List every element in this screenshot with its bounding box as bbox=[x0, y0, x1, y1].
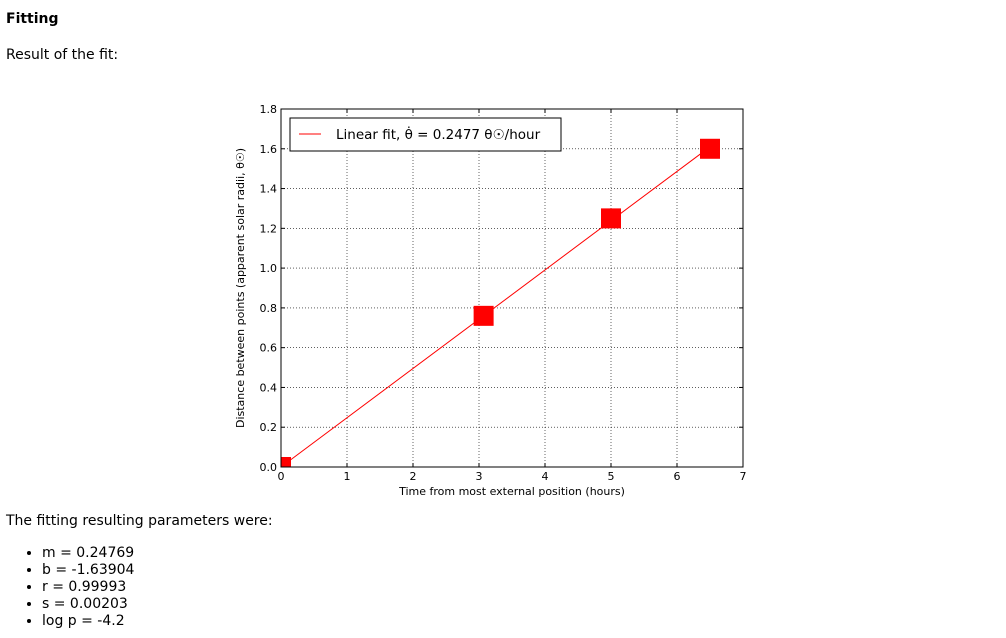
fit-line-group bbox=[280, 146, 711, 468]
x-tick-label: 0 bbox=[278, 470, 285, 483]
param-r: r = 0.99993 bbox=[42, 579, 134, 596]
chart-legend: Linear fit, θ̇ = 0.2477 θ☉/hour bbox=[289, 117, 562, 152]
legend-box bbox=[289, 117, 562, 152]
y-tick-label: 1.4 bbox=[260, 183, 278, 196]
x-tick-label: 4 bbox=[542, 470, 549, 483]
data-point bbox=[473, 305, 494, 326]
fit-line bbox=[280, 146, 711, 468]
params-list: m = 0.24769 b = -1.63904 r = 0.99993 s =… bbox=[24, 545, 134, 630]
section-heading: Fitting bbox=[6, 11, 59, 27]
data-point bbox=[281, 457, 291, 467]
x-tick-label: 2 bbox=[410, 470, 417, 483]
fit-intro-text: Result of the fit: bbox=[6, 47, 119, 63]
data-point bbox=[601, 208, 621, 229]
y-ticks: 0.0 0.2 0.4 0.6 0.8 1.0 1.2 1.4 1.6 1.8 bbox=[260, 103, 743, 474]
y-tick-label: 0.6 bbox=[260, 342, 278, 355]
y-tick-label: 1.6 bbox=[260, 143, 278, 156]
x-axis-label: Time from most external position (hours) bbox=[398, 485, 625, 498]
y-tick-label: 1.8 bbox=[260, 103, 278, 116]
x-ticks: 0 1 2 3 4 5 6 7 bbox=[278, 109, 747, 483]
x-tick-label: 6 bbox=[674, 470, 681, 483]
x-tick-label: 7 bbox=[740, 470, 747, 483]
plot-frame bbox=[280, 108, 744, 468]
data-point bbox=[700, 138, 720, 159]
param-s: s = 0.00203 bbox=[42, 596, 134, 613]
param-log-p: log p = -4.2 bbox=[42, 613, 134, 630]
data-points bbox=[281, 138, 720, 467]
y-tick-label: 1.0 bbox=[260, 262, 278, 275]
y-tick-label: 0.0 bbox=[260, 461, 278, 474]
params-title: The fitting resulting parameters were: bbox=[6, 513, 273, 529]
y-tick-label: 0.4 bbox=[260, 381, 278, 394]
chart-grid bbox=[281, 109, 743, 467]
x-tick-label: 5 bbox=[608, 470, 615, 483]
x-tick-label: 3 bbox=[476, 470, 483, 483]
y-tick-label: 0.8 bbox=[260, 302, 278, 315]
y-tick-label: 0.2 bbox=[260, 421, 278, 434]
param-m: m = 0.24769 bbox=[42, 545, 134, 562]
legend-text: Linear fit, θ̇ = 0.2477 θ☉/hour bbox=[336, 126, 541, 143]
y-tick-label: 1.2 bbox=[260, 222, 278, 235]
y-axis-label: Distance between points (apparent solar … bbox=[234, 148, 247, 428]
param-b: b = -1.63904 bbox=[42, 562, 134, 579]
x-tick-label: 1 bbox=[344, 470, 351, 483]
